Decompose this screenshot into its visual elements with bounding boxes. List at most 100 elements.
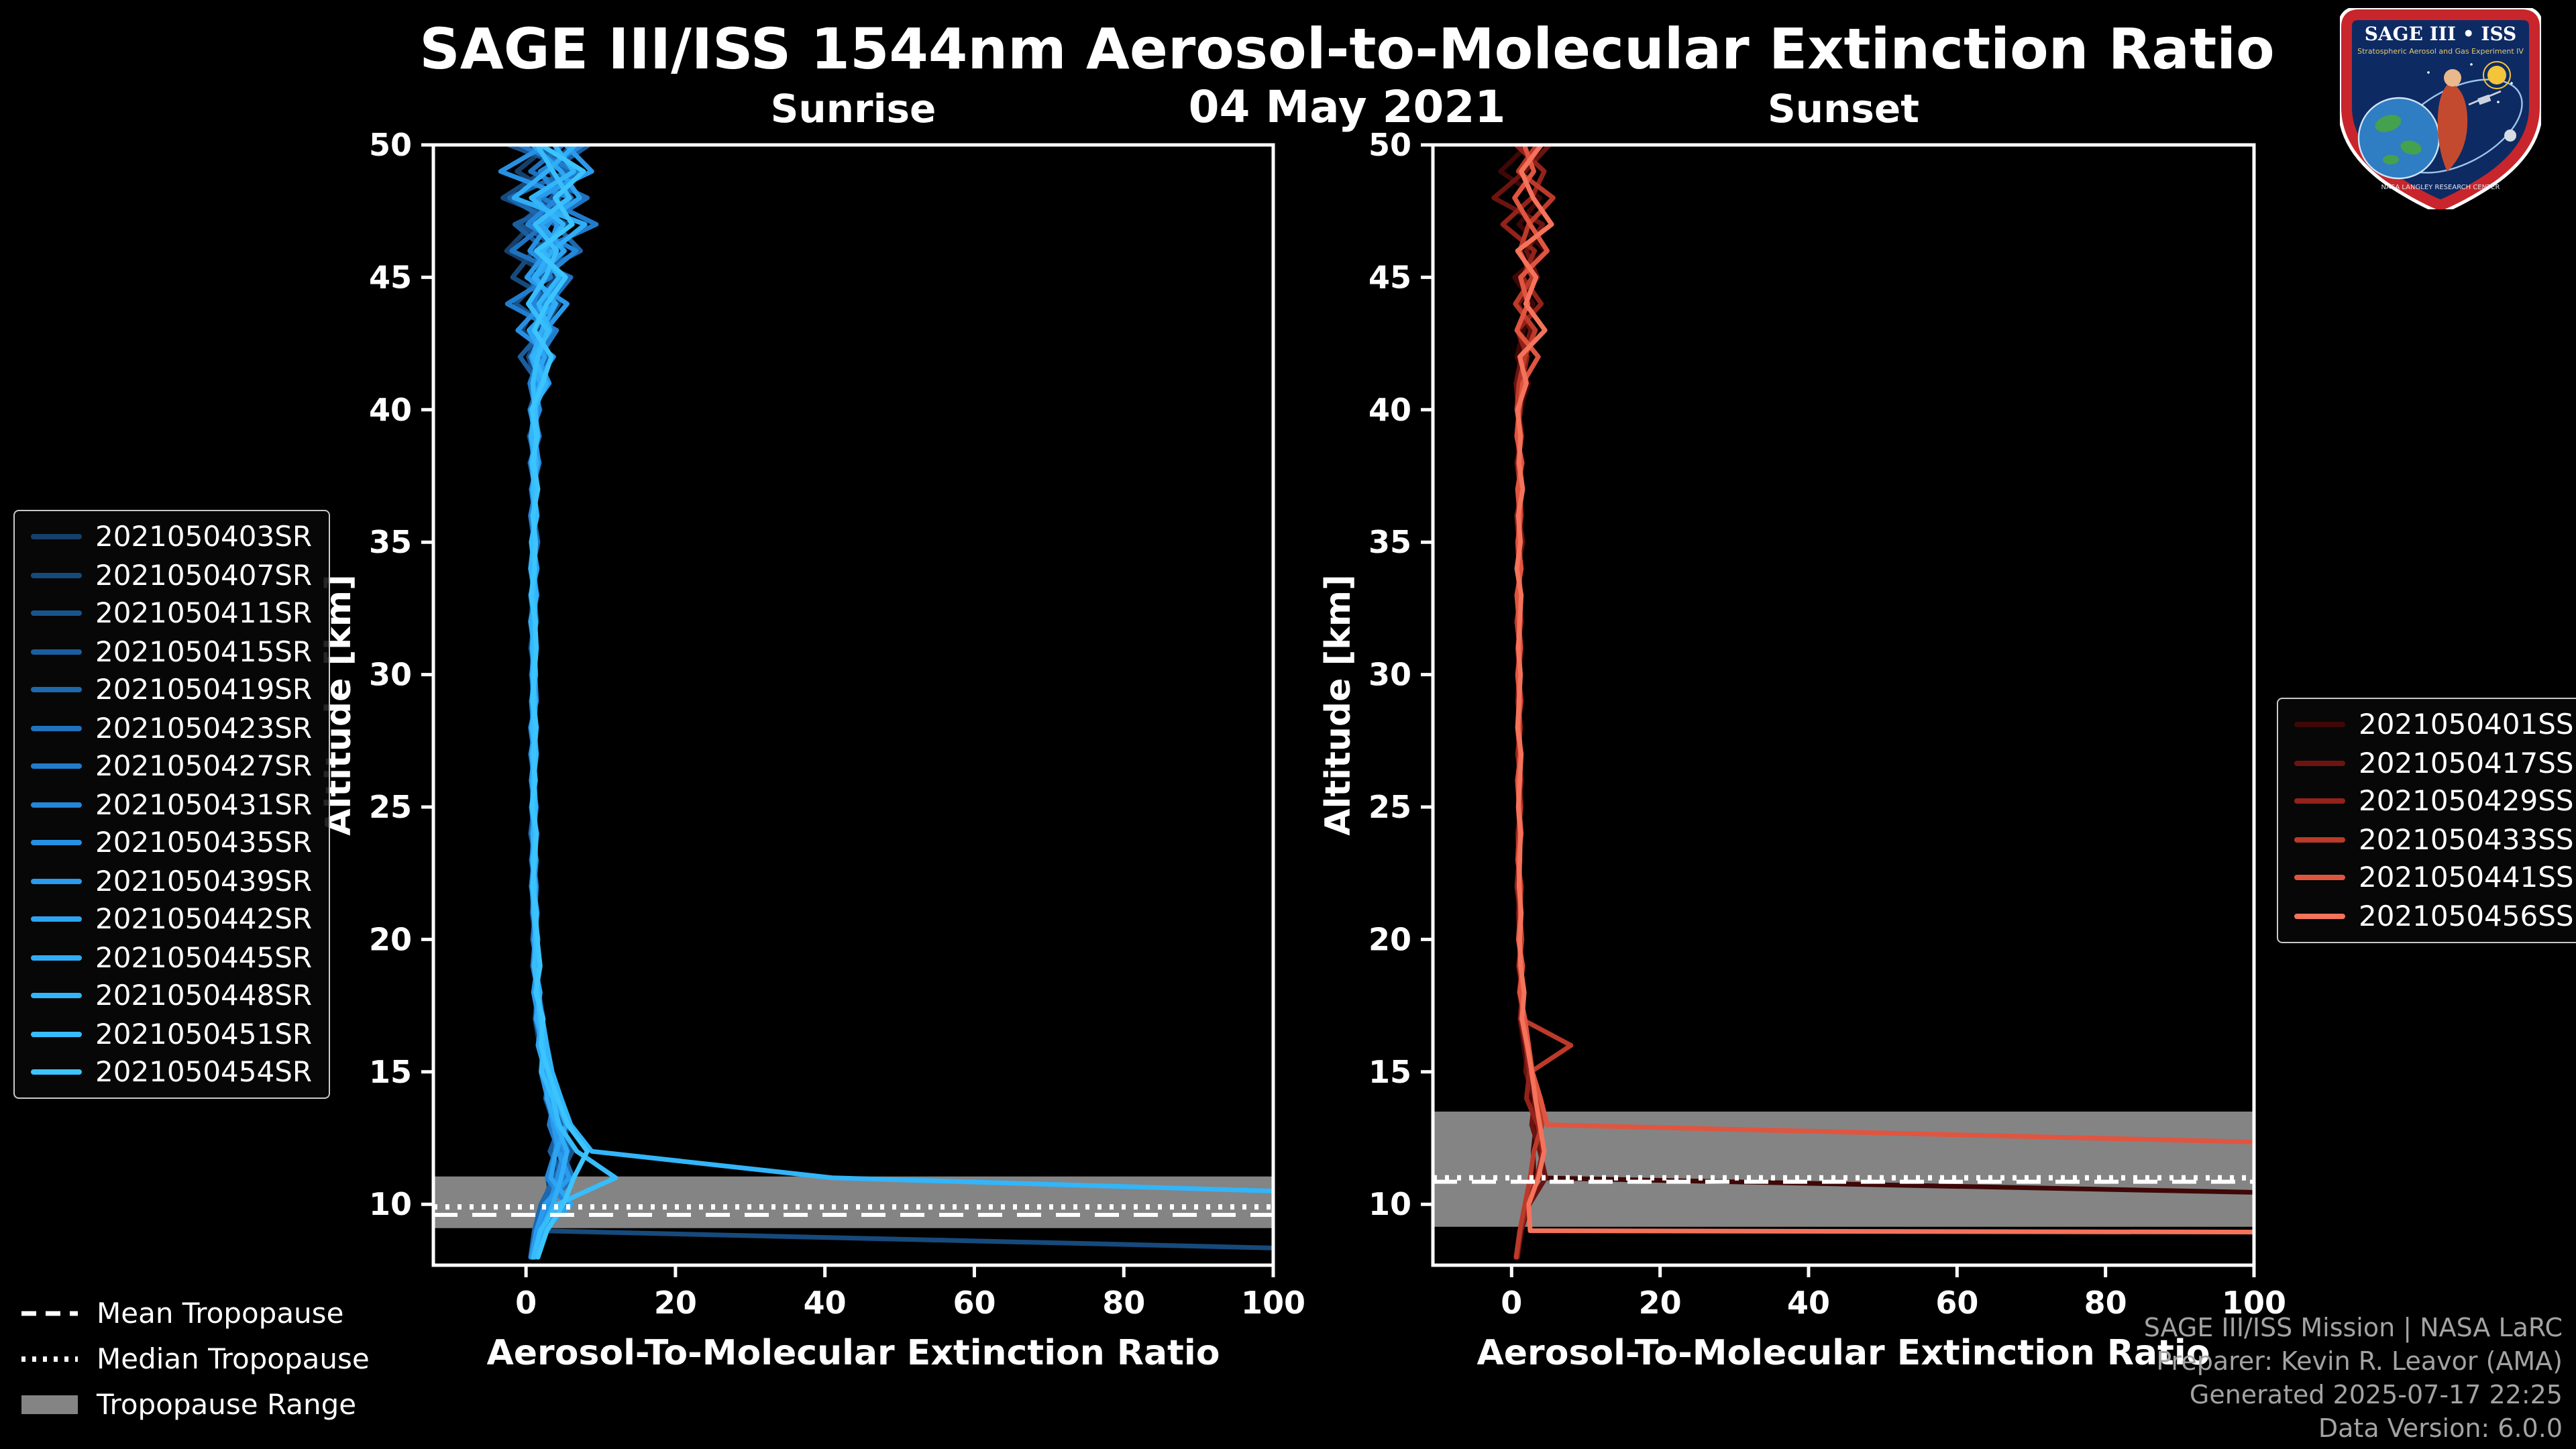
y-tick-label: 15 (1368, 1054, 1411, 1090)
legend-label: 2021050431SR (95, 788, 313, 820)
legend-label: 2021050403SR (95, 521, 313, 553)
x-tick-label: 20 (1639, 1285, 1682, 1321)
legend-item: 2021050439SR (31, 865, 313, 897)
footer-preparer: Preparer: Kevin R. Leavor (AMA) (2156, 1346, 2563, 1377)
legend-swatch (2294, 722, 2345, 727)
legend-item: 2021050441SS (2294, 861, 2574, 894)
profile-line-2021050456SS (1514, 145, 2254, 1235)
legend-label: 2021050411SR (95, 597, 313, 629)
sunrise-x-axis-label: Aerosol-To-Molecular Extinction Ratio (487, 1333, 1220, 1373)
legend-swatch (31, 955, 82, 960)
legend-item: 2021050411SR (31, 597, 313, 629)
legend-swatch (31, 1031, 82, 1036)
legend-label: 2021050435SR (95, 826, 313, 859)
sunset-legend: 2021050401SS 2021050417SS 2021050429SS 2021… (2277, 698, 2576, 943)
footer-data-version: Data Version: 6.0.0 (2318, 1413, 2563, 1444)
legend-swatch (2294, 837, 2345, 842)
legend-item: 2021050433SS (2294, 823, 2574, 855)
legend-item: 2021050427SR (31, 750, 312, 782)
mean-tropopause-label: Mean Tropopause (97, 1297, 344, 1330)
profile-line-2021050441SS (1512, 145, 2254, 1144)
y-tick-label: 25 (1368, 789, 1411, 825)
legend-swatch (31, 534, 82, 539)
legend-item: 2021050435SR (31, 826, 313, 859)
legend-label: 2021050407SR (95, 559, 313, 591)
profile-line-2021050448SR (528, 145, 1273, 1193)
x-tick-label: 0 (515, 1285, 537, 1321)
legend-label: 2021050445SR (95, 941, 313, 973)
sage-iss-logo: SAGE III • ISS Stratospheric Aerosol and… (2340, 8, 2541, 209)
y-tick-label: 15 (369, 1054, 412, 1090)
sunset-y-axis-label: Altitude [km] (1318, 574, 1358, 836)
legend-swatch (31, 572, 82, 578)
legend-swatch (31, 916, 82, 922)
legend-label: 2021050419SR (95, 674, 313, 706)
logo-footer-text: NASA LANGLEY RESEARCH CENTER (2381, 184, 2500, 191)
y-tick-label: 50 (369, 127, 412, 163)
legend-swatch (31, 725, 82, 731)
legend-item: 2021050407SR (31, 559, 313, 591)
y-tick-label: 30 (369, 657, 412, 693)
y-tick-label: 50 (1368, 127, 1411, 163)
legend-label: 2021050433SS (2359, 823, 2574, 855)
y-tick-label: 20 (1368, 921, 1411, 957)
legend-swatch (31, 878, 82, 883)
footer-credits: SAGE III/ISS Mission | NASA LaRC Prepare… (2144, 1311, 2563, 1446)
legend-label: 2021050456SS (2359, 900, 2574, 932)
x-tick-label: 40 (1787, 1285, 1830, 1321)
legend-item: 2021050456SS (2294, 900, 2574, 932)
sunrise-plot-area (433, 145, 1273, 1260)
legend-item: 2021050403SR (31, 521, 313, 553)
legend-item: 2021050448SR (31, 979, 313, 1012)
profile-line-2021050407SR (500, 145, 1273, 1250)
y-tick-label: 20 (369, 921, 412, 957)
footer-generated: Generated 2025-07-17 22:25 (2189, 1380, 2563, 1410)
legend-swatch (2294, 913, 2345, 918)
sunrise-axes-spines (431, 143, 1275, 1267)
legend-label: 2021050423SR (95, 712, 313, 744)
y-tick-label: 25 (369, 789, 412, 825)
figure-date: 04 May 2021 (1188, 80, 1506, 133)
legend-item: 2021050415SR (31, 635, 313, 667)
mean-tropopause-legend-item: Mean Tropopause (19, 1293, 370, 1334)
dotted-line-icon (21, 1356, 78, 1362)
x-tick-label: 100 (2222, 1285, 2286, 1321)
x-tick-label: 0 (1501, 1285, 1522, 1321)
legend-swatch (31, 610, 82, 616)
legend-item: 2021050454SR (31, 1056, 312, 1088)
y-tick-label: 35 (1368, 524, 1411, 560)
profile-line-2021050401SS (1498, 145, 2254, 1195)
sunset-panel-title: Sunset (1768, 86, 1919, 131)
figure-title: SAGE III/ISS 1544nm Aerosol-to-Molecular… (419, 16, 2275, 82)
y-tick-label: 45 (369, 259, 412, 295)
legend-swatch (31, 840, 82, 845)
legend-swatch (2294, 760, 2345, 765)
legend-swatch (31, 687, 82, 692)
sunset-x-axis-label: Aerosol-To-Molecular Extinction Ratio (1477, 1333, 2210, 1373)
legend-label: 2021050429SS (2359, 785, 2574, 817)
legend-swatch (2294, 875, 2345, 880)
profile-line-2021050454SR (529, 145, 590, 1260)
logo-earth (2357, 97, 2440, 180)
y-tick-label: 10 (369, 1186, 412, 1222)
median-tropopause-legend-item: Median Tropopause (19, 1339, 370, 1379)
x-tick-label: 20 (654, 1285, 697, 1321)
legend-item: 2021050419SR (31, 674, 313, 706)
legend-item: 2021050423SR (31, 712, 313, 744)
legend-label: 2021050439SR (95, 865, 313, 897)
legend-item: 2021050401SS (2294, 708, 2574, 741)
footer-mission: SAGE III/ISS Mission | NASA LaRC (2143, 1313, 2563, 1343)
x-tick-label: 100 (1241, 1285, 1305, 1321)
y-tick-label: 10 (1368, 1186, 1411, 1222)
legend-item: 2021050429SS (2294, 785, 2574, 817)
logo-sun (2487, 66, 2506, 85)
legend-swatch (31, 993, 82, 998)
legend-label: 2021050415SR (95, 635, 313, 667)
gray-band-icon (21, 1395, 78, 1414)
legend-label: 2021050448SR (95, 979, 313, 1012)
x-tick-label: 80 (1102, 1285, 1145, 1321)
legend-label: 2021050441SS (2359, 861, 2574, 894)
